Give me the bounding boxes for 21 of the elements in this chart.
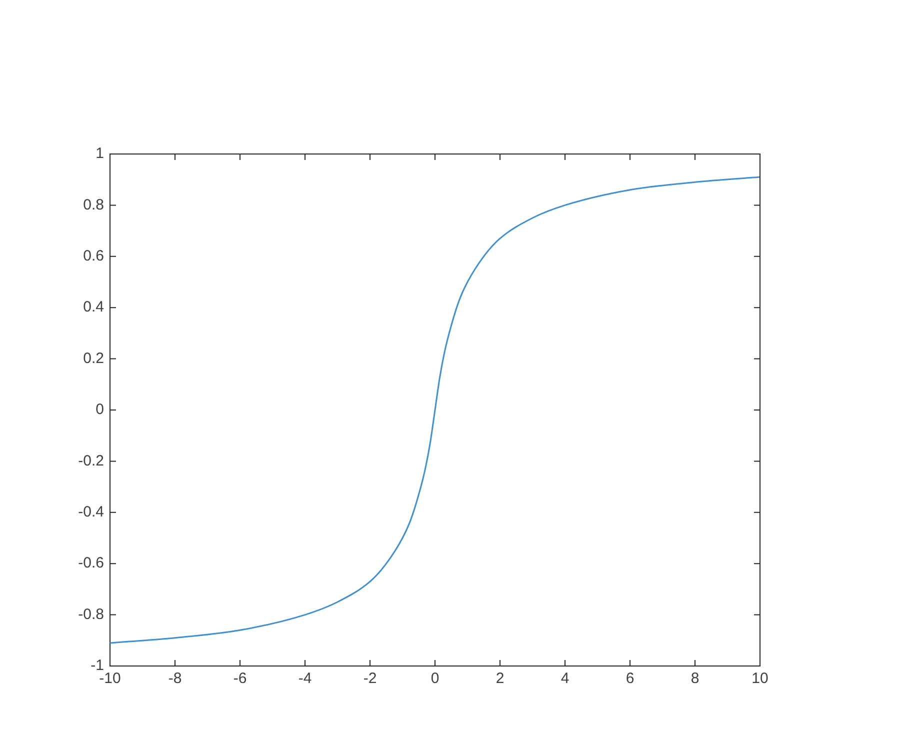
- x-tick-label: 0: [430, 670, 440, 688]
- x-tick-label: 8: [690, 670, 700, 688]
- y-tick-label: 1: [96, 145, 104, 162]
- x-tick-label: 4: [560, 670, 570, 688]
- x-tick-label: 6: [626, 670, 634, 688]
- y-tick-label: -0.8: [78, 606, 104, 623]
- x-tick-label: -6: [233, 670, 247, 688]
- y-tick-label: 0.4: [83, 298, 104, 316]
- line-series: [110, 176, 760, 644]
- x-tick-label: -2: [363, 670, 377, 688]
- y-tick-label: -0.6: [78, 554, 104, 572]
- y-tick-label: 0.6: [83, 248, 104, 265]
- y-tick-label: 0.8: [83, 196, 104, 214]
- y-tick-label: 0: [96, 401, 104, 418]
- x-tick-label: 2: [496, 670, 504, 688]
- x-tick-label: 10: [752, 670, 768, 688]
- x-tick-label: -8: [168, 670, 182, 688]
- y-tick-label: -0.4: [78, 504, 104, 521]
- x-tick-label: -4: [298, 670, 312, 688]
- y-tick-label: -0.2: [78, 452, 104, 470]
- y-tick-label: 0.2: [83, 350, 104, 367]
